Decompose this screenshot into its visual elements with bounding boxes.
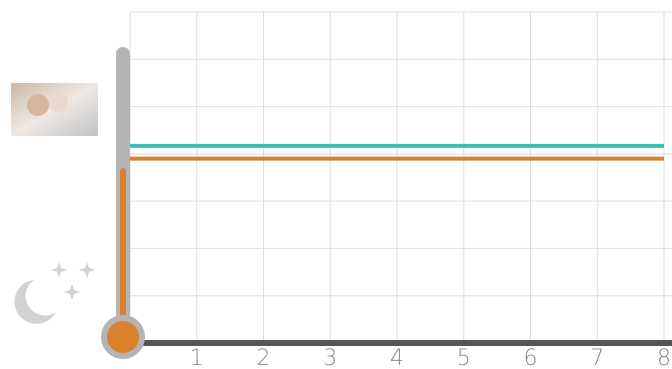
gauge-bulb: [107, 321, 139, 353]
x-tick-label: 5: [457, 346, 471, 369]
x-tick-label: 3: [323, 346, 337, 369]
x-tick-label: 1: [190, 346, 204, 369]
x-tick-label: 8: [657, 346, 671, 369]
moon-icon: [14, 262, 95, 324]
photo-detail: [27, 94, 49, 116]
x-tick-label: 2: [257, 346, 271, 369]
grid: [129, 11, 672, 343]
x-tick-label: 6: [524, 346, 538, 369]
x-tick-label: 4: [390, 346, 404, 369]
x-tick-label: 7: [590, 346, 604, 369]
photo-detail: [48, 92, 68, 112]
gauge-fill: [120, 168, 126, 337]
